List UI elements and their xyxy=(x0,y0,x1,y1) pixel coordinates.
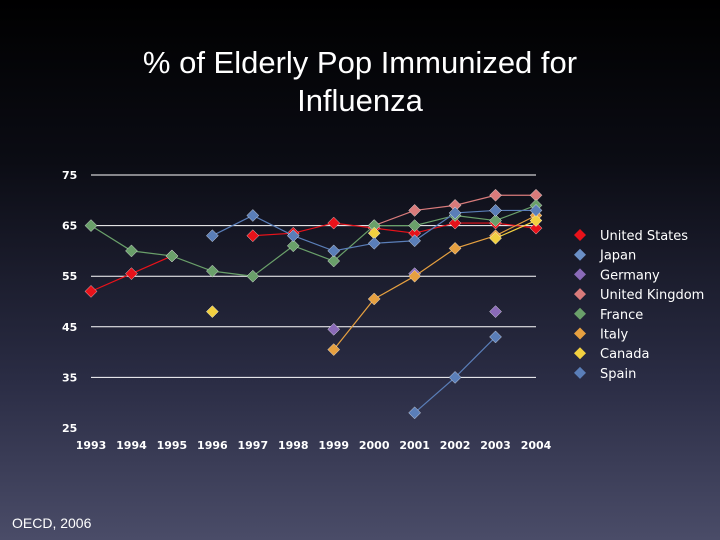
x-tick-label: 1993 xyxy=(76,439,107,452)
y-tick-label: 65 xyxy=(62,220,77,233)
data-point xyxy=(408,219,421,232)
data-point xyxy=(529,214,543,227)
data-point xyxy=(286,239,300,253)
x-tick-label: 1996 xyxy=(197,439,228,452)
data-point xyxy=(489,188,502,202)
x-tick-label: 2001 xyxy=(399,439,430,452)
title-line-2: Influenza xyxy=(297,83,423,118)
y-tick-label: 45 xyxy=(62,321,77,334)
legend-label: France xyxy=(600,308,643,323)
data-point xyxy=(327,343,341,356)
data-point xyxy=(84,285,98,298)
series-line xyxy=(252,222,537,237)
x-tick-label: 1998 xyxy=(278,439,309,452)
data-point xyxy=(367,237,381,250)
series-line xyxy=(90,204,537,277)
data-point xyxy=(246,229,260,243)
legend-label: Germany xyxy=(600,268,660,283)
y-tick-label: 35 xyxy=(62,371,77,384)
data-point xyxy=(84,219,98,232)
data-point xyxy=(408,269,421,283)
data-point xyxy=(327,323,341,336)
legend-marker xyxy=(574,288,586,301)
x-tick-label: 2003 xyxy=(480,439,511,452)
data-point xyxy=(489,204,502,217)
data-point xyxy=(408,406,421,420)
data-point xyxy=(448,206,462,220)
legend-marker xyxy=(574,307,586,320)
data-point xyxy=(448,371,462,384)
data-point xyxy=(367,292,381,306)
data-point xyxy=(327,244,341,258)
data-point xyxy=(448,216,462,230)
legend-marker xyxy=(574,366,586,379)
legend-marker xyxy=(574,248,586,261)
legend-label: United Kingdom xyxy=(600,288,704,303)
legend-label: Canada xyxy=(600,347,649,362)
data-point xyxy=(327,254,341,268)
x-tick-label: 2002 xyxy=(440,439,471,452)
chart-title: % of Elderly Pop Immunized for Influenza xyxy=(0,44,720,120)
series-line xyxy=(495,219,537,239)
data-point xyxy=(489,330,502,344)
source-note: OECD, 2006 xyxy=(12,515,92,531)
data-point xyxy=(489,305,502,318)
y-tick-label: 25 xyxy=(62,422,77,435)
y-tick-label: 55 xyxy=(62,270,77,283)
data-point xyxy=(165,249,179,263)
x-tick-label: 1994 xyxy=(116,439,147,452)
data-point xyxy=(206,229,219,243)
x-tick-label: 2004 xyxy=(521,439,552,452)
data-point xyxy=(408,204,421,217)
title-line-1: % of Elderly Pop Immunized for xyxy=(142,45,578,80)
legend-label: Japan xyxy=(599,249,636,264)
legend-label: United States xyxy=(600,229,688,244)
data-point xyxy=(246,269,260,283)
series-line xyxy=(333,214,537,350)
data-point xyxy=(327,216,341,230)
data-point xyxy=(489,214,502,227)
x-tick-label: 1995 xyxy=(157,439,188,452)
legend-label: Italy xyxy=(600,328,629,343)
data-point xyxy=(125,244,138,258)
data-point xyxy=(206,264,219,278)
data-point xyxy=(408,234,421,248)
data-point xyxy=(125,267,138,280)
x-tick-label: 1999 xyxy=(318,439,349,452)
x-tick-label: 2000 xyxy=(359,439,390,452)
legend-marker xyxy=(574,229,586,241)
x-tick-label: 1997 xyxy=(238,439,269,452)
data-point xyxy=(529,221,543,235)
data-point xyxy=(246,209,260,222)
data-point xyxy=(286,229,300,243)
legend-label: Spain xyxy=(600,367,636,382)
legend-marker xyxy=(574,268,586,281)
data-point xyxy=(489,231,502,245)
data-point xyxy=(448,242,462,255)
data-point xyxy=(529,204,543,217)
legend-marker xyxy=(574,347,586,360)
legend-marker xyxy=(574,327,586,340)
y-tick-label: 75 xyxy=(62,169,77,182)
data-point xyxy=(206,305,219,318)
